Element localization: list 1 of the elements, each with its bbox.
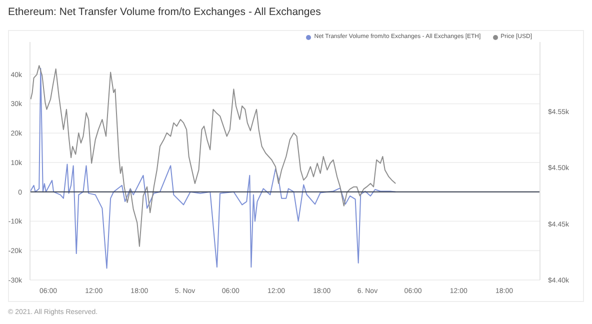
chart-title: Ethereum: Net Transfer Volume from/to Exchanges - All Exchanges [8, 6, 321, 18]
